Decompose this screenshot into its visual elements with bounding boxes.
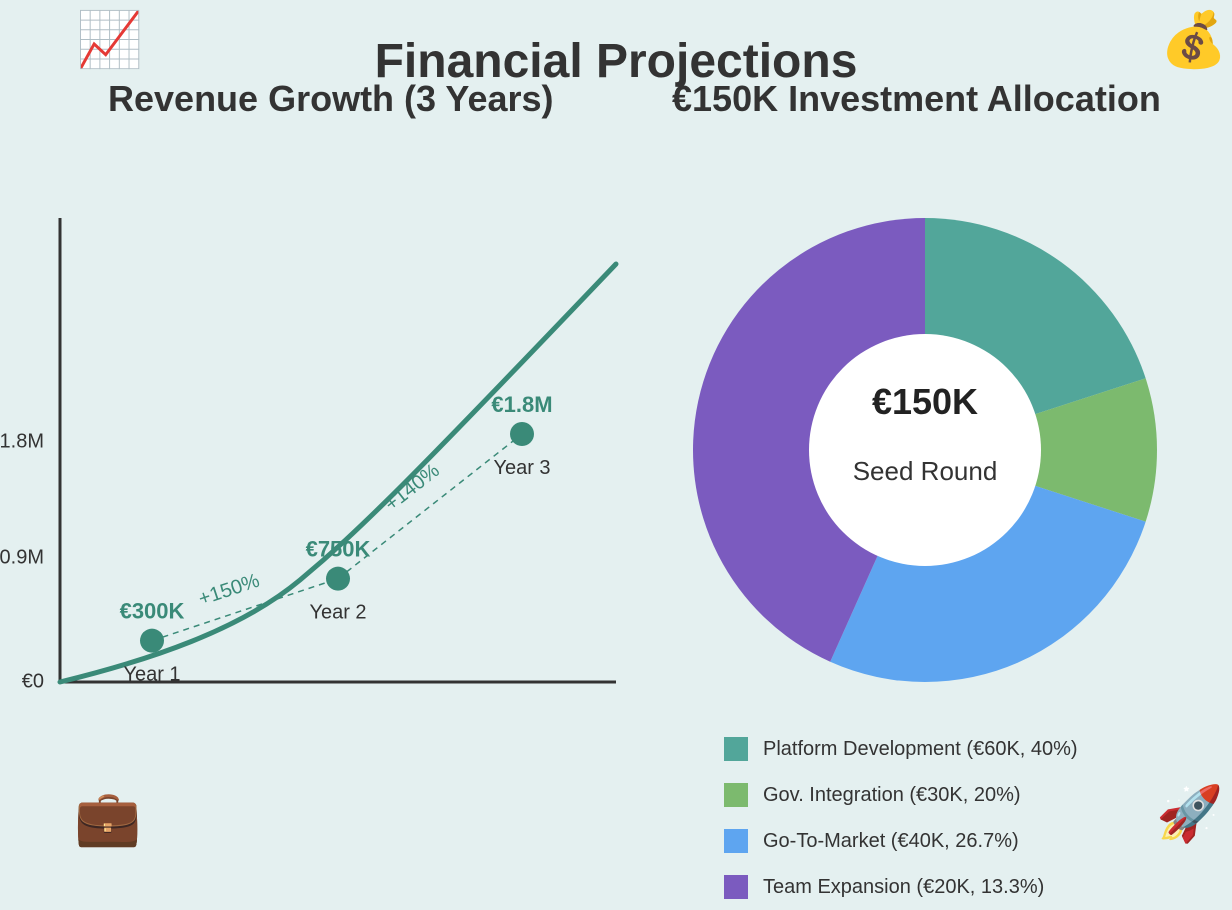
data-point — [326, 566, 350, 591]
legend-label: Go-To-Market (€40K, 26.7%) — [763, 829, 1019, 852]
donut-hole — [809, 334, 1041, 566]
growth-rate-label: +140% — [381, 459, 444, 515]
data-label: €1.8M — [491, 392, 552, 417]
investment-chart-title: €150K Investment Allocation — [672, 78, 1161, 119]
x-tick-label: Year 3 — [493, 457, 550, 479]
page-title: Financial Projections — [374, 35, 858, 88]
pie-legend: Platform Development (€60K, 40%) Gov. Int… — [724, 726, 1078, 910]
legend-label: Gov. Integration (€30K, 20%) — [763, 783, 1021, 806]
y-tick-label: 1.8M — [0, 430, 44, 452]
revenue-growth-chart: €0 0.9M 1.8M €300K Year 1 €750K Year 2 €1.8M… — [0, 218, 619, 692]
data-label: €750K — [306, 537, 371, 562]
legend-label: Team Expansion (€20K, 13.3%) — [763, 875, 1045, 898]
legend-swatch — [724, 875, 748, 899]
investment-allocation-chart: €150K Seed Round — [693, 218, 1157, 682]
growth-rate-label: +150% — [196, 570, 263, 611]
pie-slice — [693, 218, 925, 662]
growth-trend-line — [57, 261, 619, 685]
legend-label: Platform Development (€60K, 40%) — [763, 737, 1078, 760]
x-tick-label: Year 2 — [309, 602, 366, 624]
legend-swatch — [724, 737, 748, 761]
legend-swatch — [724, 783, 748, 807]
x-tick-label: Year 1 — [123, 664, 180, 686]
rocket-icon: 🚀 — [1156, 784, 1224, 844]
y-tick-label: 0.9M — [0, 546, 44, 568]
center-label: Seed Round — [853, 456, 998, 486]
legend-item: Go-To-Market (€40K, 26.7%) — [724, 818, 1078, 864]
legend-item: Team Expansion (€20K, 13.3%) — [724, 864, 1078, 910]
y-tick-label: €0 — [22, 670, 44, 692]
money-bag-icon: 💰 — [1160, 10, 1228, 70]
legend-item: Gov. Integration (€30K, 20%) — [724, 772, 1078, 818]
chart-increasing-icon: 📈 — [76, 10, 144, 70]
briefcase-icon: 💼 — [74, 788, 142, 848]
legend-swatch — [724, 829, 748, 853]
data-point — [140, 628, 164, 653]
revenue-chart-title: Revenue Growth (3 Years) — [108, 78, 554, 119]
data-label: €300K — [120, 599, 185, 624]
center-value: €150K — [872, 381, 978, 422]
data-point — [510, 422, 534, 446]
legend-item: Platform Development (€60K, 40%) — [724, 726, 1078, 772]
